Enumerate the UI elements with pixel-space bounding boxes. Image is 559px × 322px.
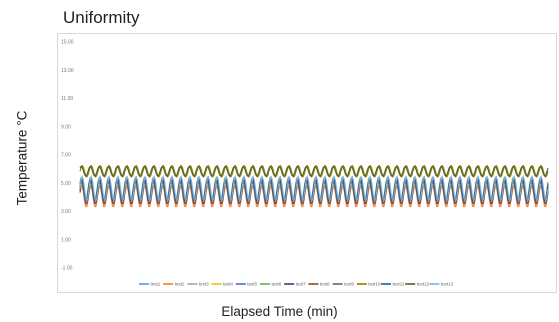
y-tick-label: 15.00 [61,40,74,46]
legend-label-test8: test8 [320,282,330,287]
plot-area [57,33,557,293]
legend-label-test5: test5 [247,282,257,287]
x-axis-label: Elapsed Time (min) [221,304,338,319]
y-tick-label: 3.00 [61,209,71,215]
legend-label-test2: test2 [175,282,185,287]
y-tick-label: -1.00 [61,266,73,272]
legend-label-test3: test3 [199,282,209,287]
legend-label-test10: test10 [368,282,381,287]
legend-label-test11: test11 [393,282,405,287]
series-line-test12 [79,165,549,178]
legend-label-test4: test4 [223,282,233,287]
y-tick-label: 7.00 [61,153,71,159]
legend-label-test6: test6 [272,282,282,287]
legend-label-test9: test9 [344,282,354,287]
y-tick-label: 5.00 [61,181,71,187]
legend-label-test13: test13 [441,282,454,287]
legend-label-test7: test7 [296,282,306,287]
y-tick-label: 11.00 [61,96,73,102]
legend-label-test1: test1 [151,282,161,287]
series-line-test13 [79,175,549,203]
y-tick-label: 1.00 [61,237,71,243]
chart-title: Uniformity [63,8,140,27]
y-tick-label: 13.00 [61,68,74,74]
legend-label-test12: test12 [417,282,430,287]
y-tick-label: 9.00 [61,124,71,130]
